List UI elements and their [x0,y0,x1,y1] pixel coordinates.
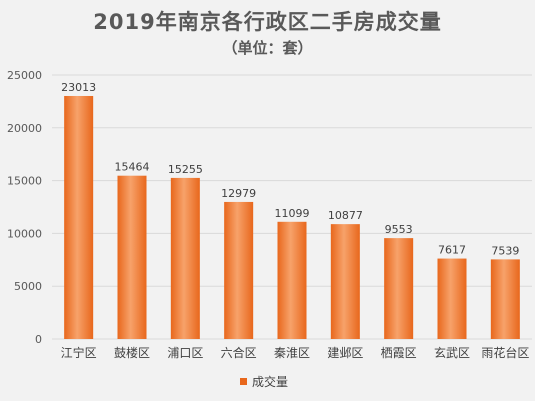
x-category-label: 浦口区 [167,346,203,360]
legend: 成交量 [240,373,288,389]
bar [277,221,307,339]
bar-value-label: 12979 [221,187,256,200]
bars [64,95,520,339]
x-category-label: 玄武区 [434,345,470,360]
bar [330,224,360,339]
bar-value-label: 15255 [168,163,203,176]
x-category-label: 六合区 [221,345,257,360]
y-tick-label: 20000 [7,122,42,135]
x-category-label: 鼓楼区 [114,345,150,360]
x-axis-category-labels: 江宁区 鼓楼区 浦口区 六合区 秦淮区 建邺区 栖霞区 玄武区 雨花台区 [61,345,530,360]
chart-title: 2019年南京各行政区二手房成交量 [93,10,442,34]
y-tick-label: 10000 [7,227,42,240]
y-tick-label: 5000 [14,280,42,293]
bar [384,238,414,339]
bar [64,95,94,339]
x-category-label: 江宁区 [61,345,97,360]
bar [170,177,200,339]
bar-value-label: 23013 [61,81,96,94]
x-category-label: 建邺区 [327,346,363,360]
bar-value-label: 10877 [328,209,363,222]
x-category-label: 秦淮区 [274,346,310,360]
bar-value-label: 7539 [491,244,519,257]
legend-label: 成交量 [252,374,289,389]
chart-subtitle: （单位：套） [222,39,313,57]
bar-value-label: 9553 [385,223,413,236]
bar [117,175,147,339]
legend-swatch [240,377,247,385]
bar [224,201,254,339]
bar-value-label: 7617 [438,244,466,257]
x-category-label: 栖霞区 [381,345,417,360]
bar [490,259,520,339]
bar-value-labels: 23013 15464 15255 12979 11099 10877 9553 7617 75… [61,81,519,257]
bar [437,258,467,339]
y-tick-label: 15000 [7,175,42,188]
x-category-label: 雨花台区 [481,345,529,360]
bar-value-label: 15464 [115,161,150,174]
bar-value-label: 11099 [275,207,310,220]
y-axis-tick-labels: 0 5000 10000 15000 20000 25000 [7,69,42,346]
y-tick-label: 0 [35,333,42,346]
y-tick-label: 25000 [7,69,42,82]
